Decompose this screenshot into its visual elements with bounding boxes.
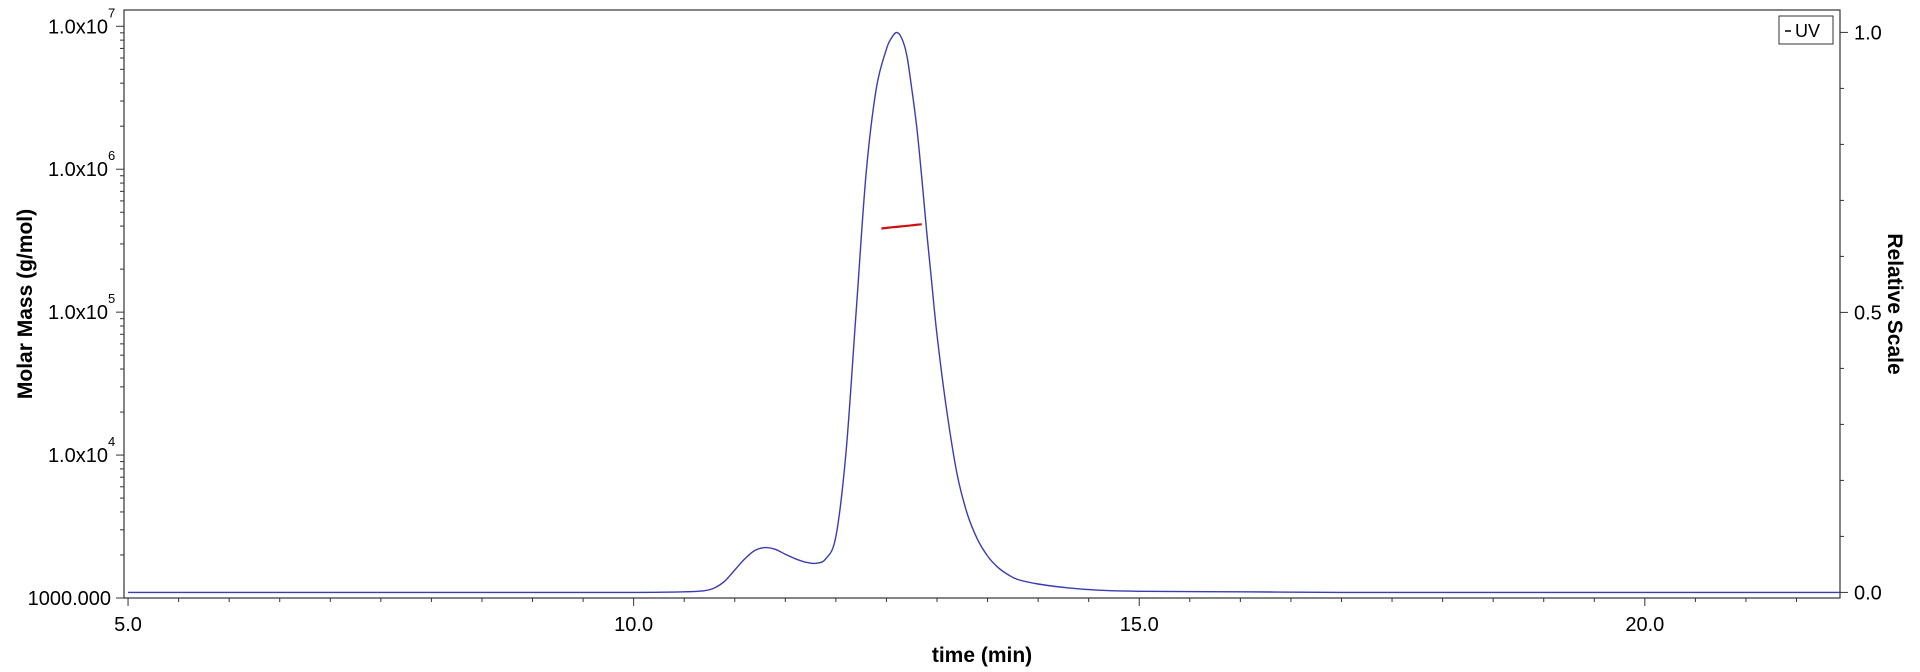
plot-frame [123,9,1841,599]
x-tick-label: 5.0 [114,614,142,636]
y2-tick-label: 1.0 [1854,22,1882,44]
legend-box [1778,15,1834,45]
y2-tick-label: 0.5 [1854,302,1882,324]
y-tick-label: 1.0x10 [48,445,108,467]
series-line-molar-mass [881,223,922,230]
x-axis-title: time (min) [932,644,1032,667]
y-tick-label: 1.0x10 [48,159,108,181]
series-line-uv [127,31,1841,594]
legend: UV [1778,15,1834,45]
y-tick-exponent: 7 [108,5,115,20]
y-tick-label: 1.0x10 [48,302,108,324]
y2-tick-label: 0.0 [1854,582,1882,604]
x-axis: 5.0 10.0 15.0 20.0 [114,598,1798,636]
y-axis-title: Molar Mass (g/mol) [14,209,37,399]
x-tick-label: 20.0 [1625,614,1664,636]
y2-axis-title: Relative Scale [1883,233,1906,374]
y-tick-exponent: 5 [108,291,115,306]
y-tick-label: 1000.000 [28,588,111,610]
y-axis-right: 0.0 0.5 1.0 [1840,22,1882,604]
y-tick-exponent: 4 [108,434,115,449]
x-tick-label: 10.0 [614,614,653,636]
legend-label-uv: UV [1795,21,1820,41]
y-tick-label: 1.0x10 [48,16,108,38]
series-layer [127,31,1841,594]
x-tick-label: 15.0 [1120,614,1159,636]
y-tick-exponent: 6 [108,148,115,163]
